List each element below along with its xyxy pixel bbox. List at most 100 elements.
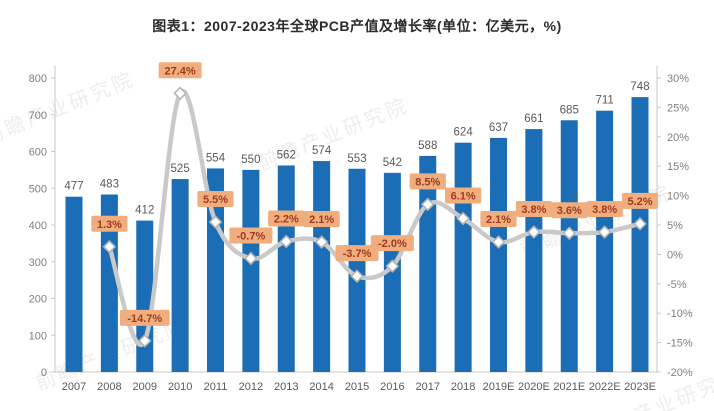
bar-value-label: 525 <box>171 163 190 175</box>
growth-label-box <box>586 201 623 218</box>
growth-label-text: 1.3% <box>97 219 122 231</box>
bar-2013 <box>277 165 295 372</box>
growth-labels: 1.3% -14.7% 27.4% 5.5% -0.7% 2.2% 2.1% -3.7% -2.… <box>91 62 659 326</box>
right-axis-tick-label: -5% <box>667 279 687 291</box>
growth-label-box <box>197 191 234 208</box>
axes: 0 100 200 300 400 500 600 700 800 -20% -15% -10% -5%… <box>29 66 693 379</box>
line-marker-2011 <box>208 215 223 229</box>
line-marker-2008 <box>102 239 117 254</box>
x-axis-label: 2009 <box>133 381 157 393</box>
right-axis-tick-label: 25% <box>667 102 689 114</box>
bar-value-label: 711 <box>595 95 613 107</box>
left-axis-tick-label: 800 <box>29 73 47 85</box>
bar-value-label: 624 <box>454 127 474 139</box>
bar-value-label: 412 <box>135 205 154 217</box>
growth-label-text: 6.1% <box>451 191 476 203</box>
growth-label-box <box>445 187 482 204</box>
x-axis-label: 2021E <box>553 381 585 393</box>
growth-label-text: 2.1% <box>309 214 334 226</box>
bar-value-label: 550 <box>241 154 260 166</box>
right-axis-tick-label: 30% <box>667 73 689 85</box>
x-axis-label: 2023E <box>624 381 656 393</box>
x-axis-label: 2016 <box>380 381 404 393</box>
x-axis-labels: 2007 2008 2009 2010 2011 2012 2013 2014 2015 2016… <box>62 381 656 393</box>
growth-label-text: -2.0% <box>378 238 407 250</box>
left-axis-tick-label: 100 <box>29 330 47 342</box>
line-marker-2010 <box>173 86 187 101</box>
line-marker-2015 <box>350 269 364 283</box>
growth-label-box <box>158 62 202 79</box>
x-axis-label: 2008 <box>97 381 121 393</box>
growth-label-box <box>91 215 128 232</box>
growth-label-box <box>480 211 517 228</box>
growth-label-box <box>621 192 659 209</box>
bar-2012 <box>242 169 260 372</box>
x-axis-label: 2012 <box>239 381 263 393</box>
line-marker-2014 <box>314 235 329 249</box>
line-marker-2019E <box>491 235 506 249</box>
bar-value-labels: 477 483 412 525 554 550 562 574 553 542 588 624 637 6… <box>64 81 649 216</box>
x-axis-label: 2010 <box>168 381 192 393</box>
bar-2010 <box>171 179 189 372</box>
bar-value-label: 588 <box>418 140 437 152</box>
bar-value-label: 661 <box>524 113 543 125</box>
bar-2009 <box>136 220 154 372</box>
left-axis-tick-label: 300 <box>29 257 47 269</box>
line-marker-2017 <box>420 197 435 212</box>
growth-label-box <box>268 210 305 227</box>
chart-title: 图表1：2007-2023年全球PCB产值及增长率(单位：亿美元，%) <box>152 18 562 34</box>
line-marker-2020E <box>527 225 541 239</box>
bar-2007 <box>65 196 83 372</box>
x-axis-label: 2017 <box>416 381 440 393</box>
bar-value-label: 553 <box>347 153 366 165</box>
bar-2023E <box>631 97 649 373</box>
bar-2020E <box>525 129 543 372</box>
line-marker-2012 <box>244 251 258 266</box>
left-axis-tick-label: 700 <box>29 110 47 122</box>
right-axis-tick-label: 0% <box>667 249 683 261</box>
bar-2018 <box>454 142 472 372</box>
line-marker-2023E <box>633 217 647 231</box>
x-axis-label: 2020E <box>518 381 550 393</box>
growth-label-text: 2.2% <box>274 213 299 225</box>
growth-label-text: 5.2% <box>627 196 652 208</box>
left-axis-tick-label: 200 <box>29 294 47 306</box>
right-axis-tick-label: -15% <box>667 338 693 350</box>
left-axis-tick-label: 0 <box>41 367 47 379</box>
growth-label-text: -0.7% <box>237 231 266 243</box>
x-axis-label: 2014 <box>309 381 333 393</box>
growth-label-box <box>119 309 170 326</box>
growth-label-text: 5.5% <box>203 194 228 206</box>
growth-label-text: 3.8% <box>592 204 617 216</box>
right-axis-tick-label: 20% <box>667 132 689 144</box>
growth-label-text: 2.1% <box>486 214 511 226</box>
bar-value-label: 562 <box>277 149 296 161</box>
bar-value-label: 748 <box>630 81 649 93</box>
growth-label-box <box>335 245 379 262</box>
bar-value-label: 554 <box>206 152 226 164</box>
line-marker-2018 <box>456 211 470 226</box>
line-marker-2022E <box>597 225 612 239</box>
growth-label-box <box>409 173 446 190</box>
right-axis-tick-label: 10% <box>667 191 689 203</box>
growth-label-text: -14.7% <box>127 313 162 325</box>
x-axis-label: 2011 <box>204 381 228 393</box>
bar-value-label: 637 <box>489 122 508 134</box>
bar-value-label: 477 <box>64 181 83 193</box>
growth-label-box <box>229 227 273 244</box>
growth-label-text: 3.6% <box>557 205 582 217</box>
bar-value-label: 685 <box>560 104 579 116</box>
bar-value-label: 542 <box>383 157 402 169</box>
bar-2019E <box>490 137 507 372</box>
line-marker-2013 <box>279 234 294 249</box>
growth-label-text: -3.7% <box>343 248 372 260</box>
line-marker-2009 <box>137 334 152 348</box>
right-axis-tick-label: 15% <box>667 161 689 173</box>
right-axis-tick-label: 5% <box>667 220 683 232</box>
x-axis-label: 2022E <box>589 381 621 393</box>
x-axis-label: 2007 <box>62 381 86 393</box>
growth-label-box <box>303 211 340 228</box>
line-marker-2016 <box>385 259 400 273</box>
